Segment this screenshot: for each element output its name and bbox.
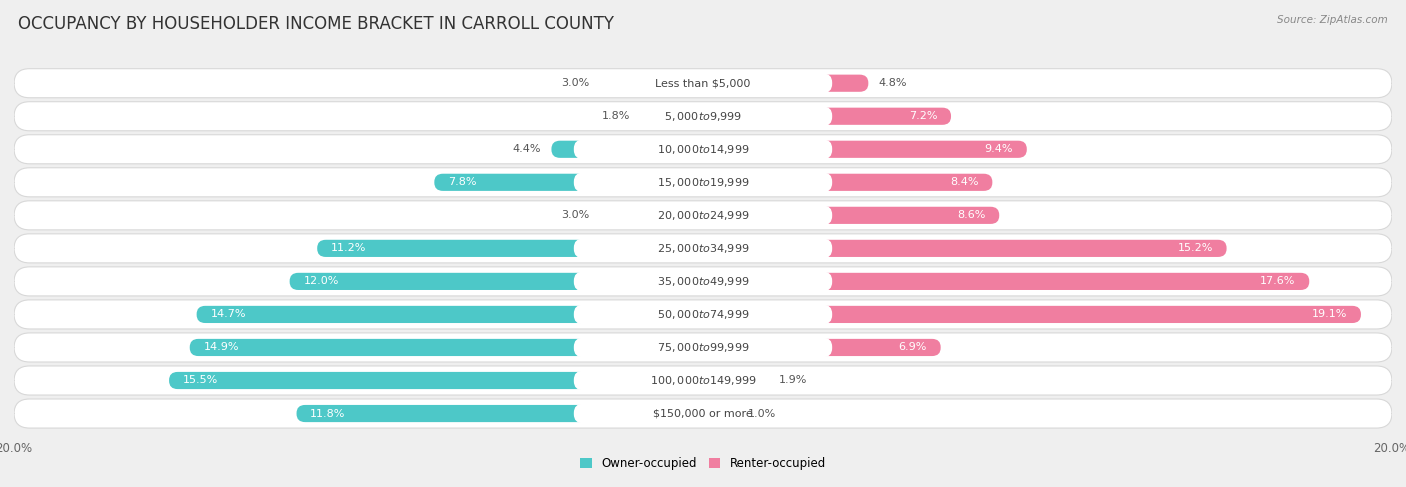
Text: 7.8%: 7.8% <box>449 177 477 187</box>
FancyBboxPatch shape <box>574 74 832 93</box>
Text: Less than $5,000: Less than $5,000 <box>655 78 751 88</box>
Text: 4.4%: 4.4% <box>513 144 541 154</box>
Text: 19.1%: 19.1% <box>1312 309 1347 319</box>
Text: 14.9%: 14.9% <box>204 342 239 353</box>
FancyBboxPatch shape <box>574 206 832 225</box>
FancyBboxPatch shape <box>574 404 832 423</box>
Text: 14.7%: 14.7% <box>211 309 246 319</box>
FancyBboxPatch shape <box>14 333 1392 362</box>
FancyBboxPatch shape <box>290 273 703 290</box>
FancyBboxPatch shape <box>703 372 769 389</box>
FancyBboxPatch shape <box>599 75 703 92</box>
Text: OCCUPANCY BY HOUSEHOLDER INCOME BRACKET IN CARROLL COUNTY: OCCUPANCY BY HOUSEHOLDER INCOME BRACKET … <box>18 15 614 33</box>
FancyBboxPatch shape <box>318 240 703 257</box>
FancyBboxPatch shape <box>14 300 1392 329</box>
FancyBboxPatch shape <box>434 174 703 191</box>
FancyBboxPatch shape <box>703 306 1361 323</box>
FancyBboxPatch shape <box>599 207 703 224</box>
Text: 3.0%: 3.0% <box>561 78 589 88</box>
Text: 3.0%: 3.0% <box>561 210 589 220</box>
Text: Source: ZipAtlas.com: Source: ZipAtlas.com <box>1277 15 1388 25</box>
Text: $10,000 to $14,999: $10,000 to $14,999 <box>657 143 749 156</box>
Text: 12.0%: 12.0% <box>304 277 339 286</box>
Text: $25,000 to $34,999: $25,000 to $34,999 <box>657 242 749 255</box>
FancyBboxPatch shape <box>197 306 703 323</box>
FancyBboxPatch shape <box>703 75 869 92</box>
FancyBboxPatch shape <box>574 271 832 291</box>
FancyBboxPatch shape <box>574 239 832 258</box>
Text: $5,000 to $9,999: $5,000 to $9,999 <box>664 110 742 123</box>
Text: 11.2%: 11.2% <box>330 244 367 253</box>
Text: $150,000 or more: $150,000 or more <box>654 409 752 418</box>
Text: 11.8%: 11.8% <box>311 409 346 418</box>
FancyBboxPatch shape <box>14 366 1392 395</box>
Text: 8.4%: 8.4% <box>950 177 979 187</box>
FancyBboxPatch shape <box>574 139 832 159</box>
Text: 15.5%: 15.5% <box>183 375 218 386</box>
FancyBboxPatch shape <box>14 234 1392 263</box>
Text: $75,000 to $99,999: $75,000 to $99,999 <box>657 341 749 354</box>
FancyBboxPatch shape <box>297 405 703 422</box>
FancyBboxPatch shape <box>703 339 941 356</box>
Text: $50,000 to $74,999: $50,000 to $74,999 <box>657 308 749 321</box>
Text: $20,000 to $24,999: $20,000 to $24,999 <box>657 209 749 222</box>
FancyBboxPatch shape <box>551 141 703 158</box>
FancyBboxPatch shape <box>703 273 1309 290</box>
FancyBboxPatch shape <box>703 405 738 422</box>
Text: 9.4%: 9.4% <box>984 144 1012 154</box>
FancyBboxPatch shape <box>574 106 832 126</box>
FancyBboxPatch shape <box>14 168 1392 197</box>
FancyBboxPatch shape <box>703 207 1000 224</box>
FancyBboxPatch shape <box>703 240 1226 257</box>
Text: 1.0%: 1.0% <box>748 409 776 418</box>
Text: 7.2%: 7.2% <box>908 111 938 121</box>
FancyBboxPatch shape <box>574 337 832 357</box>
FancyBboxPatch shape <box>574 172 832 192</box>
Text: 15.2%: 15.2% <box>1177 244 1213 253</box>
FancyBboxPatch shape <box>14 69 1392 98</box>
Legend: Owner-occupied, Renter-occupied: Owner-occupied, Renter-occupied <box>579 457 827 470</box>
FancyBboxPatch shape <box>190 339 703 356</box>
FancyBboxPatch shape <box>14 267 1392 296</box>
FancyBboxPatch shape <box>14 399 1392 428</box>
FancyBboxPatch shape <box>703 174 993 191</box>
Text: 1.9%: 1.9% <box>779 375 807 386</box>
Text: 17.6%: 17.6% <box>1260 277 1295 286</box>
Text: 6.9%: 6.9% <box>898 342 927 353</box>
Text: 4.8%: 4.8% <box>879 78 907 88</box>
FancyBboxPatch shape <box>14 102 1392 131</box>
Text: 8.6%: 8.6% <box>957 210 986 220</box>
FancyBboxPatch shape <box>574 304 832 324</box>
FancyBboxPatch shape <box>641 108 703 125</box>
Text: $100,000 to $149,999: $100,000 to $149,999 <box>650 374 756 387</box>
FancyBboxPatch shape <box>703 141 1026 158</box>
FancyBboxPatch shape <box>169 372 703 389</box>
Text: $35,000 to $49,999: $35,000 to $49,999 <box>657 275 749 288</box>
FancyBboxPatch shape <box>703 108 950 125</box>
Text: $15,000 to $19,999: $15,000 to $19,999 <box>657 176 749 189</box>
FancyBboxPatch shape <box>14 201 1392 230</box>
FancyBboxPatch shape <box>14 135 1392 164</box>
FancyBboxPatch shape <box>574 371 832 391</box>
Text: 1.8%: 1.8% <box>602 111 631 121</box>
